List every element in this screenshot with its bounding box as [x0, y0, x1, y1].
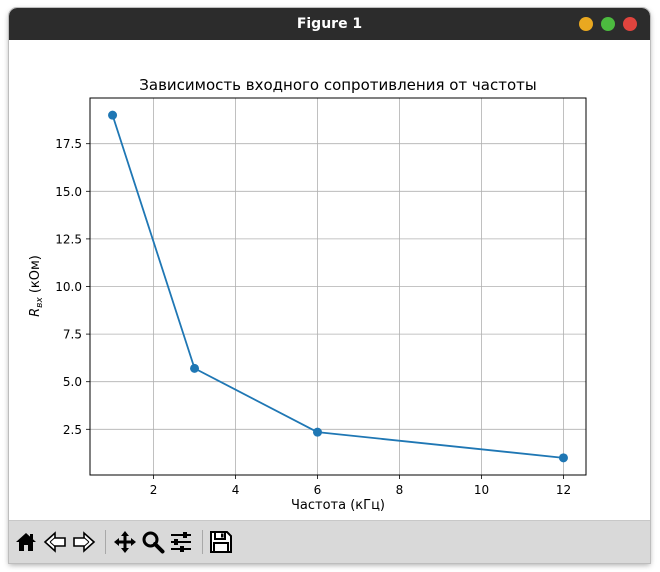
save-icon [210, 531, 232, 553]
toolbar-separator [105, 530, 106, 554]
maximize-button[interactable] [601, 17, 615, 31]
y-tick-label: 7.5 [63, 328, 82, 342]
grid-lines [90, 98, 586, 475]
data-point [558, 453, 568, 463]
data-point [313, 427, 323, 437]
data-series [108, 110, 568, 463]
data-point [190, 363, 200, 373]
back-icon [43, 531, 66, 553]
x-tick-label: 2 [150, 483, 158, 497]
y-axis-label-unit: (кОм) [28, 255, 43, 293]
x-tick-label: 8 [396, 483, 404, 497]
y-tick-label: 15.0 [55, 185, 82, 199]
zoom-icon [142, 531, 165, 554]
pan-button[interactable] [112, 529, 138, 555]
y-axis-label: Rвх (кОм) [28, 255, 45, 317]
plot-canvas[interactable]: 2 4 6 8 10 12 2.5 5.0 7.5 10.0 12.5 15.0 17.5 Зависи… [9, 40, 650, 520]
configure-subplots-button[interactable] [168, 529, 194, 555]
y-axis-label-main: R [28, 308, 43, 317]
minimize-button[interactable] [579, 17, 593, 31]
navigation-toolbar [9, 520, 650, 563]
title-bar[interactable]: Figure 1 [9, 8, 650, 40]
x-tick-label: 12 [556, 483, 571, 497]
line-chart: 2 4 6 8 10 12 2.5 5.0 7.5 10.0 12.5 15.0 17.5 Зависи… [28, 76, 587, 513]
home-icon [16, 533, 36, 551]
forward-button[interactable] [71, 529, 97, 555]
y-tick-label: 10.0 [55, 280, 82, 294]
y-tick-label: 2.5 [63, 423, 82, 437]
window-title: Figure 1 [296, 16, 363, 32]
zoom-button[interactable] [140, 529, 166, 555]
figure-window: Figure 1 2 4 6 8 10 12 2.5 5.0 7.5 10.0 12.5 15.0 17… [9, 8, 650, 563]
x-axis-label: Частота (кГц) [291, 498, 385, 513]
chart-title: Зависимость входного сопротивления от ча… [139, 76, 536, 94]
pan-icon [114, 531, 136, 553]
axis-ticks: 2 4 6 8 10 12 2.5 5.0 7.5 10.0 12.5 15.0 17.5 [55, 137, 571, 497]
series-line [111, 114, 564, 459]
y-axis-label-sub: вх [35, 297, 45, 308]
x-tick-label: 6 [314, 483, 322, 497]
back-button[interactable] [42, 529, 68, 555]
home-button[interactable] [13, 529, 39, 555]
x-tick-label: 10 [474, 483, 489, 497]
y-tick-label: 5.0 [63, 375, 82, 389]
y-tick-label: 12.5 [55, 232, 82, 246]
forward-icon [73, 531, 96, 553]
x-tick-label: 4 [232, 483, 240, 497]
configure-subplots-icon [171, 532, 191, 552]
save-button[interactable] [208, 529, 234, 555]
toolbar-separator [202, 530, 203, 554]
close-button[interactable] [623, 17, 637, 31]
y-tick-label: 17.5 [55, 137, 82, 151]
data-point [108, 110, 118, 120]
